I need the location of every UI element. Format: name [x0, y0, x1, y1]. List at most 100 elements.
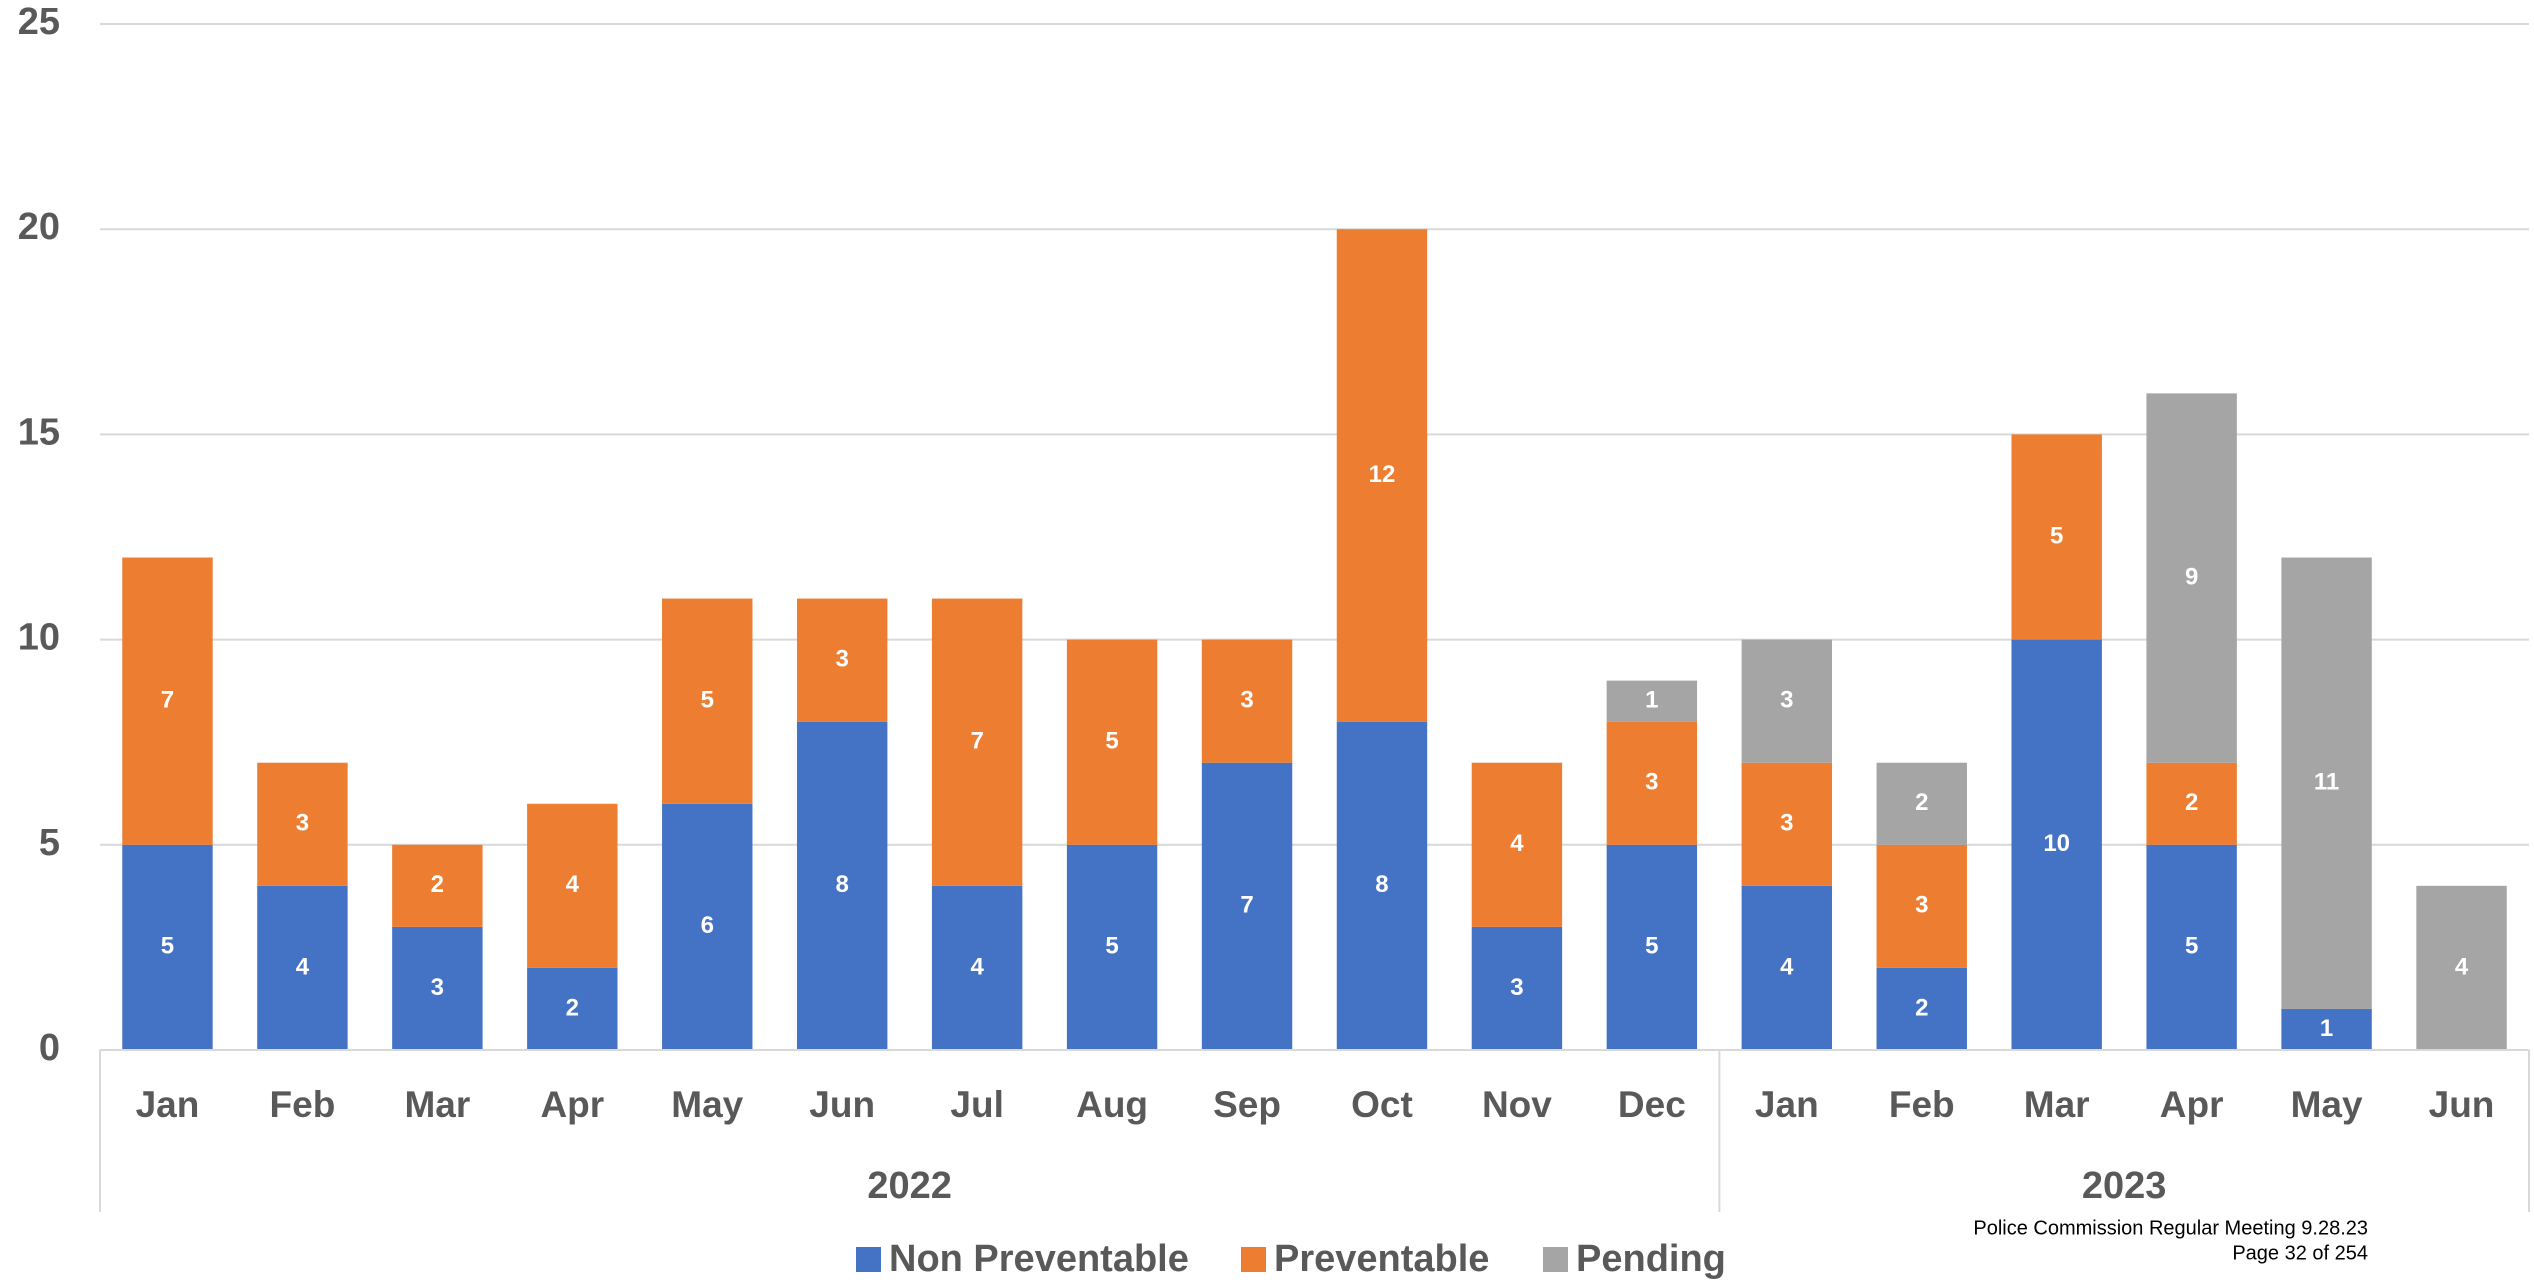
bar-segment [257, 762, 348, 886]
data-label: 11 [2314, 769, 2339, 796]
legend-swatch [1241, 1247, 1266, 1272]
footer-text: Page 32 of 254 [2232, 1242, 2368, 1264]
bar-segment [527, 967, 618, 1050]
bar-segment [2281, 557, 2372, 1009]
legend-label: Non Preventable [889, 1238, 1189, 1280]
y-tick-label: 15 [18, 411, 60, 453]
bar-segment [1066, 844, 1158, 1050]
data-label: 4 [970, 953, 984, 980]
x-tick-label: May [2291, 1084, 2363, 1125]
data-label: 8 [1375, 871, 1388, 898]
bar-segment [122, 557, 213, 845]
x-tick-label: Jul [950, 1084, 1003, 1125]
x-tick-label: Oct [1351, 1084, 1413, 1125]
data-label: 12 [1369, 461, 1396, 488]
legend-label: Pending [1576, 1238, 1726, 1280]
y-tick-label: 5 [39, 822, 60, 864]
x-tick-label: Mar [2024, 1084, 2090, 1125]
bar-segment [1741, 639, 1833, 763]
bar-segment [796, 721, 888, 1050]
data-label: 3 [836, 645, 849, 672]
bar-segment [1741, 762, 1833, 886]
bar-segment [1066, 639, 1158, 845]
x-group-label: 2022 [867, 1165, 952, 1207]
bar-segment [1606, 680, 1698, 722]
data-label: 4 [1510, 830, 1524, 857]
data-label: 4 [2455, 953, 2469, 980]
x-tick-label: Apr [540, 1084, 604, 1125]
legend-label: Preventable [1274, 1238, 1489, 1280]
data-label: 1 [2320, 1015, 2333, 1042]
data-label: 8 [836, 871, 849, 898]
y-tick-label: 20 [18, 206, 60, 248]
bar-segment [796, 598, 888, 722]
bar-segment [122, 844, 213, 1050]
data-label: 6 [701, 912, 714, 939]
x-tick-label: Feb [270, 1084, 336, 1125]
x-tick-label: Apr [2160, 1084, 2224, 1125]
x-tick-label: Jan [1755, 1084, 1819, 1125]
y-tick-label: 10 [18, 617, 60, 659]
data-label: 3 [296, 810, 309, 837]
data-label: 2 [431, 871, 444, 898]
data-label: 7 [1240, 892, 1253, 919]
x-tick-label: Jun [2429, 1084, 2495, 1125]
bar-segment [662, 803, 753, 1050]
x-tick-label: Jun [809, 1084, 875, 1125]
data-label: 2 [1915, 789, 1928, 816]
bar-segment [1201, 762, 1293, 1050]
bar-segment [392, 844, 483, 927]
data-label: 5 [701, 687, 714, 714]
bar-segment [257, 885, 348, 1050]
data-label: 5 [161, 933, 174, 960]
data-label: 3 [1240, 687, 1253, 714]
x-tick-label: Jan [136, 1084, 200, 1125]
data-label: 2 [2185, 789, 2198, 816]
data-label: 2 [1915, 994, 1928, 1021]
x-tick-label: Mar [404, 1084, 470, 1125]
data-label: 4 [1780, 953, 1794, 980]
bar-segment [1606, 721, 1698, 845]
y-tick-label: 0 [39, 1027, 60, 1069]
bar-segment [2146, 844, 2237, 1050]
bar-segment [392, 926, 483, 1050]
data-label: 1 [1645, 687, 1658, 714]
data-label: 9 [2185, 563, 2198, 590]
bar-segment [2146, 762, 2237, 845]
data-label: 7 [161, 687, 174, 714]
bar-segment [2281, 1008, 2372, 1050]
bar-segment [2011, 639, 2102, 1050]
bar-segment [1876, 967, 1967, 1050]
x-group-label: 2023 [2082, 1165, 2167, 1207]
data-label: 3 [1780, 687, 1793, 714]
y-tick-label: 25 [18, 1, 60, 43]
bar-segment [1201, 639, 1293, 763]
bar-segment [1336, 721, 1428, 1050]
bar-segment [1336, 229, 1428, 722]
bar-segment [931, 598, 1023, 886]
x-tick-label: Feb [1889, 1084, 1955, 1125]
footer-text: Police Commission Regular Meeting 9.28.2… [1973, 1217, 2368, 1239]
x-tick-label: Dec [1618, 1084, 1686, 1125]
bar-segment [1471, 926, 1563, 1050]
data-label: 3 [1645, 769, 1658, 796]
data-label: 5 [1105, 933, 1118, 960]
data-label: 5 [1645, 933, 1658, 960]
data-label: 5 [2050, 522, 2063, 549]
bar-segment [527, 803, 618, 968]
bar-segment [1876, 844, 1967, 968]
legend-swatch [1543, 1247, 1568, 1272]
x-tick-label: Aug [1076, 1084, 1148, 1125]
bar-segment [2011, 434, 2102, 640]
x-tick-label: Nov [1482, 1084, 1552, 1125]
bar-segment [662, 598, 753, 804]
bar-segment [1606, 844, 1698, 1050]
x-tick-label: Sep [1213, 1084, 1281, 1125]
data-label: 4 [566, 871, 580, 898]
data-label: 2 [566, 994, 579, 1021]
data-label: 7 [970, 728, 983, 755]
bar-segment [1471, 762, 1563, 927]
data-label: 3 [431, 974, 444, 1001]
data-label: 3 [1780, 810, 1793, 837]
